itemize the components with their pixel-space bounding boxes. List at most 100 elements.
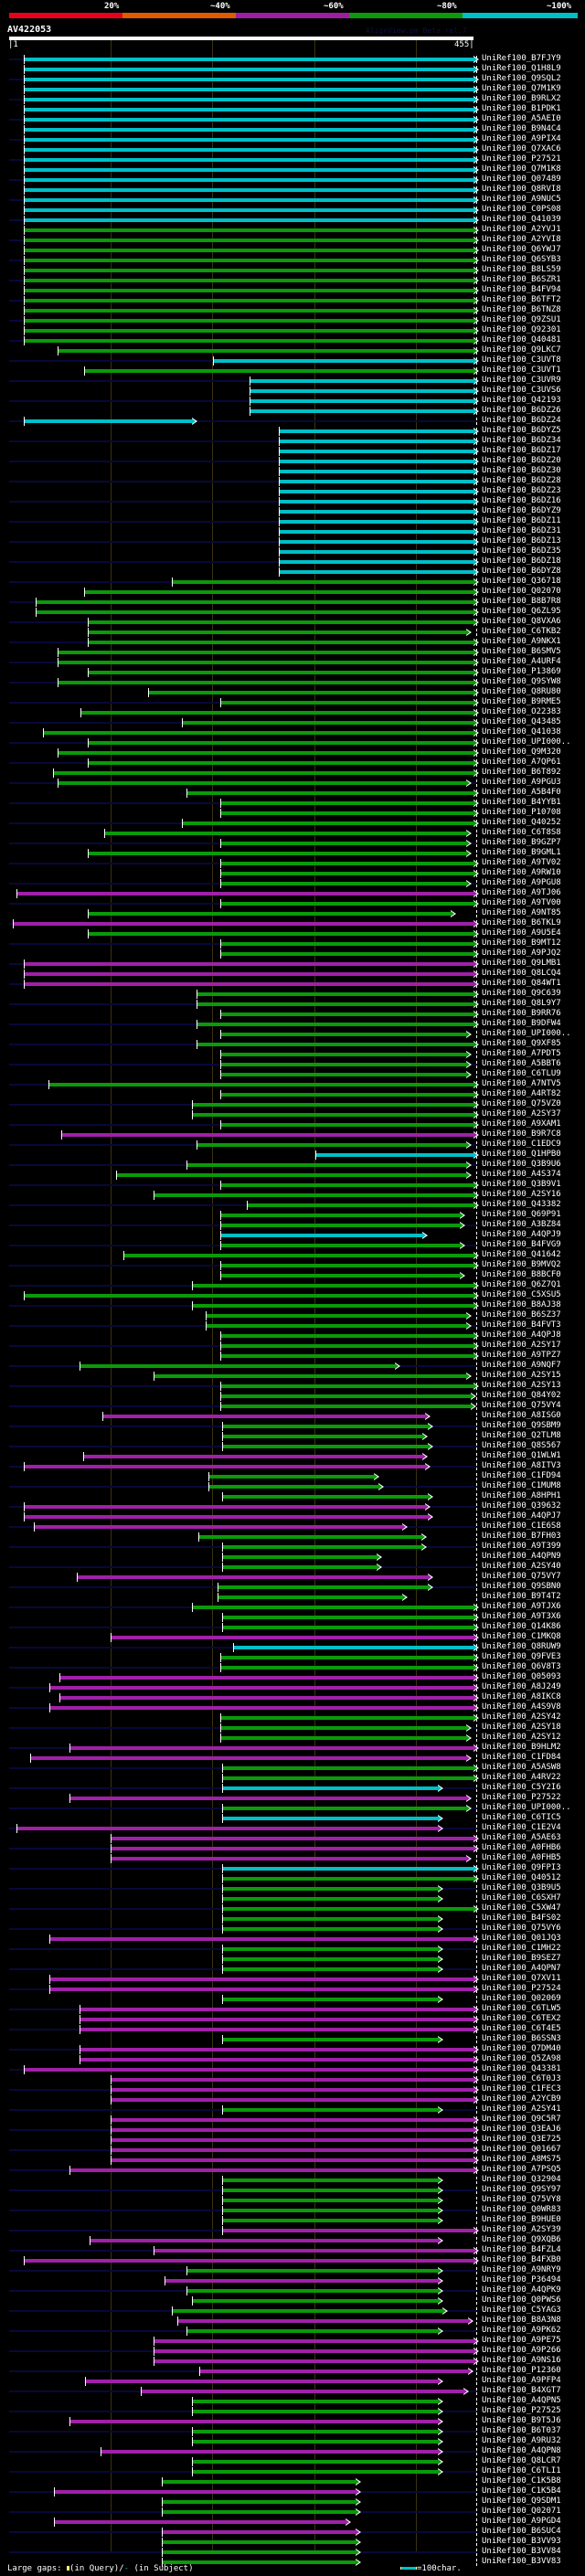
- hit-bar[interactable]: [279, 440, 473, 443]
- hit-bar[interactable]: [219, 1334, 473, 1338]
- hit-row[interactable]: UniRef100_A4RT82: [0, 1089, 585, 1100]
- hit-label[interactable]: UniRef100_C6TIC5: [482, 1813, 561, 1822]
- hit-label[interactable]: UniRef100_B6DYZ9: [482, 506, 561, 515]
- hit-label[interactable]: UniRef100_Q8LCQ4: [482, 969, 561, 978]
- hit-bar[interactable]: [84, 2380, 438, 2383]
- hit-bar[interactable]: [54, 2490, 356, 2494]
- hit-bar[interactable]: [30, 1756, 467, 1760]
- hit-label[interactable]: UniRef100_P27521: [482, 154, 561, 164]
- hit-label[interactable]: UniRef100_A2SY37: [482, 1109, 561, 1118]
- hit-label[interactable]: UniRef100_Q9XQB6: [482, 2235, 561, 2244]
- hit-row[interactable]: UniRef100_B7FJY9: [0, 54, 585, 65]
- hit-label[interactable]: UniRef100_B6T037: [482, 2426, 561, 2435]
- hit-row[interactable]: UniRef100_Q02071: [0, 2507, 585, 2518]
- hit-bar[interactable]: [219, 1716, 473, 1720]
- hit-bar[interactable]: [192, 2430, 438, 2433]
- hit-row[interactable]: UniRef100_P27525: [0, 2406, 585, 2417]
- hit-bar[interactable]: [69, 2420, 438, 2423]
- hit-row[interactable]: UniRef100_A9PFP4: [0, 2376, 585, 2387]
- hit-bar[interactable]: [219, 1405, 471, 1408]
- hit-label[interactable]: UniRef100_C6TLU9: [482, 1069, 561, 1078]
- hit-bar[interactable]: [186, 2289, 438, 2293]
- hit-row[interactable]: UniRef100_C6TIC5: [0, 1813, 585, 1824]
- hit-bar[interactable]: [88, 912, 452, 916]
- hit-label[interactable]: UniRef100_B4FV94: [482, 285, 561, 294]
- hit-row[interactable]: UniRef100_B9RLX2: [0, 94, 585, 105]
- hit-row[interactable]: UniRef100_B6DZ17: [0, 446, 585, 457]
- hit-bar[interactable]: [221, 1616, 473, 1619]
- hit-bar[interactable]: [57, 349, 473, 353]
- hit-label[interactable]: UniRef100_Q8L9Y7: [482, 999, 561, 1008]
- hit-label[interactable]: UniRef100_Q69P91: [482, 1210, 561, 1219]
- hit-bar[interactable]: [80, 2028, 473, 2031]
- hit-row[interactable]: UniRef100_A9PIX4: [0, 134, 585, 145]
- hit-label[interactable]: UniRef100_B9T4T2: [482, 1592, 561, 1601]
- hit-label[interactable]: UniRef100_A3BZ84: [482, 1220, 561, 1229]
- hit-bar[interactable]: [221, 1786, 438, 1790]
- hit-row[interactable]: UniRef100_A4S9V8: [0, 1702, 585, 1713]
- hit-bar[interactable]: [23, 228, 473, 232]
- hit-label[interactable]: UniRef100_Q8S567: [482, 1441, 561, 1450]
- hit-bar[interactable]: [80, 711, 473, 715]
- hit-label[interactable]: UniRef100_B6DZ31: [482, 526, 561, 535]
- hit-bar[interactable]: [161, 2540, 356, 2544]
- hit-label[interactable]: UniRef100_C1MH22: [482, 1944, 561, 1953]
- hit-row[interactable]: UniRef100_Q6SYB3: [0, 255, 585, 266]
- hit-row[interactable]: UniRef100_Q1H8L9: [0, 64, 585, 75]
- hit-label[interactable]: UniRef100_Q75VY8: [482, 2195, 561, 2204]
- hit-row[interactable]: UniRef100_A9NS16: [0, 2356, 585, 2367]
- hit-bar[interactable]: [110, 2158, 473, 2162]
- hit-label[interactable]: UniRef100_Q41642: [482, 1250, 561, 1259]
- hit-label[interactable]: UniRef100_Q3B9U6: [482, 1160, 561, 1169]
- hit-bar[interactable]: [23, 88, 473, 91]
- hit-label[interactable]: UniRef100_Q05093: [482, 1672, 561, 1681]
- hit-label[interactable]: UniRef100_A4QPN8: [482, 2446, 561, 2455]
- hit-label[interactable]: UniRef100_B6SSN3: [482, 2034, 561, 2043]
- hit-bar[interactable]: [196, 992, 473, 996]
- hit-bar[interactable]: [192, 2460, 438, 2464]
- hit-bar[interactable]: [221, 1907, 473, 1911]
- hit-label[interactable]: UniRef100_P10708: [482, 808, 561, 817]
- hit-bar[interactable]: [16, 1827, 438, 1830]
- hit-row[interactable]: UniRef100_Q1WLW1: [0, 1451, 585, 1462]
- hit-bar[interactable]: [249, 379, 473, 383]
- hit-bar[interactable]: [192, 2440, 438, 2443]
- hit-label[interactable]: UniRef100_Q01JQ3: [482, 1934, 561, 1943]
- hit-row[interactable]: UniRef100_B6DZ24: [0, 416, 585, 427]
- hit-bar[interactable]: [148, 691, 473, 694]
- hit-row[interactable]: UniRef100_A4QPJ7: [0, 1511, 585, 1522]
- hit-row[interactable]: UniRef100_A9PGD4: [0, 2517, 585, 2528]
- hit-bar[interactable]: [279, 560, 473, 564]
- hit-bar[interactable]: [23, 2068, 473, 2072]
- hit-bar[interactable]: [23, 188, 473, 192]
- hit-bar[interactable]: [192, 1284, 473, 1288]
- hit-label[interactable]: UniRef100_Q8LCR7: [482, 2456, 561, 2465]
- hit-bar[interactable]: [23, 419, 193, 423]
- hit-row[interactable]: UniRef100_B4FS02: [0, 1913, 585, 1924]
- hit-label[interactable]: UniRef100_Q40252: [482, 818, 561, 827]
- hit-row[interactable]: UniRef100_B6DZ23: [0, 486, 585, 497]
- hit-bar[interactable]: [219, 811, 473, 815]
- hit-row[interactable]: UniRef100_C1E2V4: [0, 1823, 585, 1834]
- hit-row[interactable]: UniRef100_C1E6S8: [0, 1521, 585, 1532]
- hit-bar[interactable]: [279, 480, 473, 483]
- hit-label[interactable]: UniRef100_Q8RUW9: [482, 1642, 561, 1651]
- hit-label[interactable]: UniRef100_Q7M1K9: [482, 84, 561, 93]
- hit-bar[interactable]: [279, 470, 473, 473]
- hit-row[interactable]: UniRef100_Q01667: [0, 2145, 585, 2156]
- hit-row[interactable]: UniRef100_A9PGU8: [0, 878, 585, 889]
- hit-label[interactable]: UniRef100_Q9SQL2: [482, 74, 561, 83]
- hit-bar[interactable]: [57, 751, 473, 755]
- hit-label[interactable]: UniRef100_Q1HPB0: [482, 1150, 561, 1159]
- hit-row[interactable]: UniRef100_Q9SYW8: [0, 677, 585, 688]
- hit-row[interactable]: UniRef100_B9DFW4: [0, 1019, 585, 1030]
- hit-row[interactable]: UniRef100_C1FD84: [0, 1753, 585, 1764]
- hit-bar[interactable]: [141, 2390, 463, 2393]
- hit-bar[interactable]: [104, 832, 467, 835]
- hit-label[interactable]: UniRef100_B3VV83: [482, 2557, 561, 2566]
- hit-label[interactable]: UniRef100_C1K5B8: [482, 2476, 561, 2486]
- hit-label[interactable]: UniRef100_Q14K86: [482, 1622, 561, 1631]
- hit-bar[interactable]: [57, 781, 467, 785]
- hit-bar[interactable]: [219, 1344, 473, 1348]
- hit-row[interactable]: UniRef100_A2SY12: [0, 1733, 585, 1744]
